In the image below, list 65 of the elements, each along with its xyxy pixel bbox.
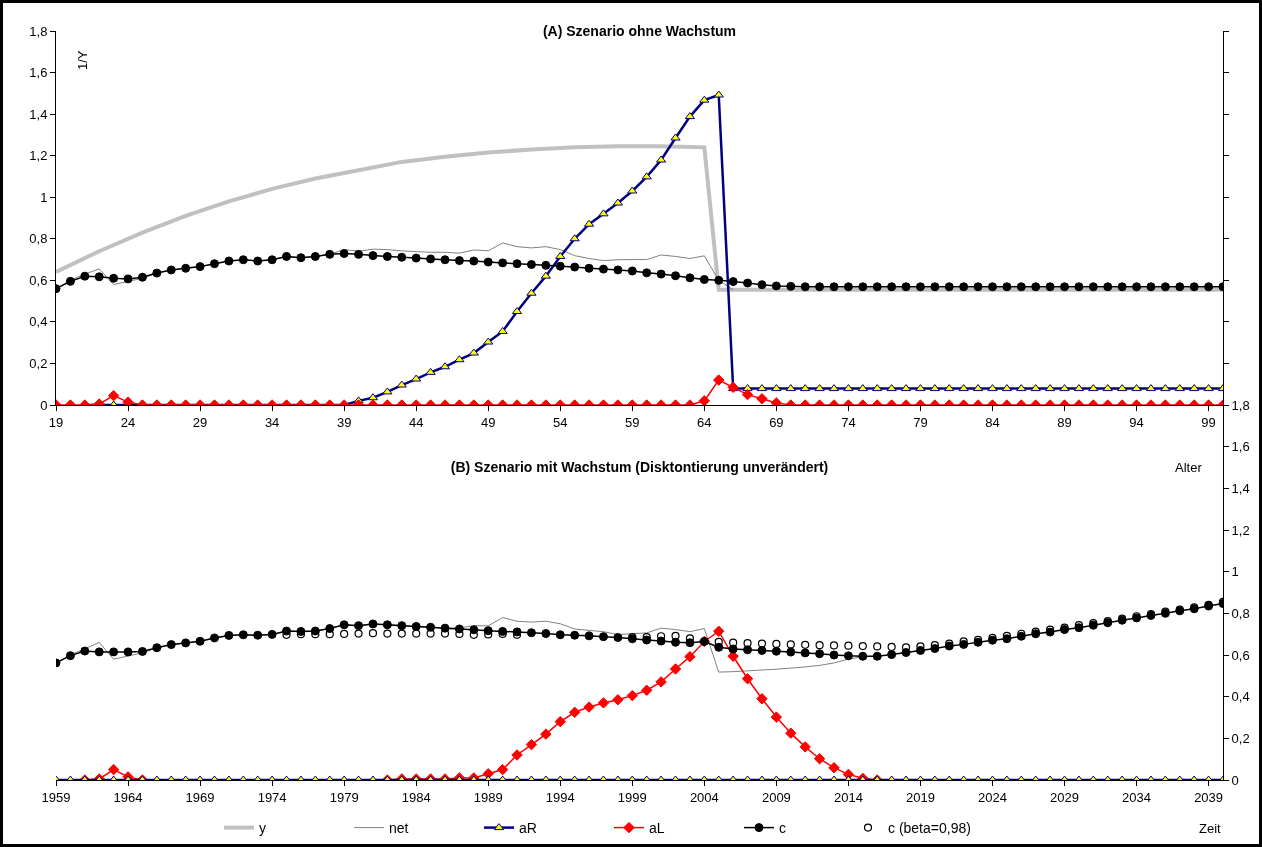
legend-label: c [779, 820, 786, 837]
legend-label: y [259, 820, 266, 837]
x-tick-label: 2004 [689, 789, 719, 805]
y2-tick-label: 1,6 [1231, 439, 1250, 455]
chart-title: (A) Szenario ohne Wachstum [542, 22, 737, 39]
y2-tick-label: 1,2 [1231, 522, 1250, 538]
x-tick-label: 1979 [329, 789, 359, 805]
x-tick-label: 1994 [545, 789, 575, 805]
y-tick-label: 0,2 [29, 355, 48, 371]
x-tick-label: 24 [120, 414, 136, 430]
y-tick-label: 1 [40, 189, 48, 205]
legend-label: aR [519, 820, 537, 837]
x-tick-label: 29 [192, 414, 208, 430]
x-tick-label: 84 [985, 414, 1000, 430]
y-axis-title: 1/Y [75, 50, 90, 70]
legend-label: net [389, 820, 409, 837]
y2-tick-label: 0,2 [1231, 730, 1250, 746]
x-tick-label: 1999 [617, 789, 647, 805]
y-tick-label: 0 [40, 397, 48, 413]
legend-label: aL [649, 820, 665, 837]
x-tick-label: 19 [48, 414, 64, 430]
x-tick-label: 74 [841, 414, 856, 430]
x-tick-label: 1984 [401, 789, 431, 805]
y2-tick-label: 0,6 [1231, 647, 1250, 663]
x-tick-label: 39 [336, 414, 352, 430]
y2-tick-label: 1 [1231, 564, 1239, 580]
x-tick-label: 1964 [113, 789, 143, 805]
x-tick-label: 1969 [185, 789, 215, 805]
y-tick-label: 0,4 [29, 314, 48, 330]
x-tick-label: 2034 [1122, 789, 1152, 805]
x-tick-label: 54 [553, 414, 568, 430]
x-tick-label: 2039 [1194, 789, 1224, 805]
x-axis-title: Alter [1175, 460, 1203, 475]
x-tick-label: 2009 [761, 789, 791, 805]
x-tick-label: 44 [408, 414, 424, 430]
y-tick-label: 1,6 [29, 65, 48, 81]
x-axis-title: Zeit [1199, 821, 1222, 836]
y2-tick-label: 0,8 [1231, 605, 1250, 621]
x-tick-label: 49 [480, 414, 496, 430]
y-tick-label: 0,8 [29, 231, 48, 247]
x-tick-label: 69 [769, 414, 784, 430]
text: (B) Szenario mit Wachstum (Disktontierung unverändert) [450, 458, 829, 475]
x-tick-label: 2029 [1050, 789, 1079, 805]
x-tick-label: 89 [1057, 414, 1072, 430]
x-tick-label: 2014 [833, 789, 863, 805]
y-tick-label: 1,8 [29, 23, 48, 39]
y2-tick-label: 0,4 [1231, 689, 1250, 705]
y-tick-label: 1,4 [29, 106, 48, 122]
x-tick-label: 64 [697, 414, 712, 430]
legend-label: c (beta=0,98) [888, 820, 971, 837]
y-tick-label: 1,2 [29, 148, 48, 164]
y2-tick-label: 0 [1231, 772, 1239, 788]
y-tick-label: 0,6 [29, 272, 48, 288]
x-tick-label: 1959 [41, 789, 71, 805]
x-tick-label: 2019 [905, 789, 935, 805]
x-tick-label: 99 [1201, 414, 1216, 430]
x-tick-label: 79 [913, 414, 928, 430]
x-tick-label: 94 [1129, 414, 1144, 430]
x-tick-label: 34 [264, 414, 280, 430]
x-tick-label: 1989 [473, 789, 503, 805]
x-tick-label: 2024 [978, 789, 1007, 805]
y2-tick-label: 1,4 [1231, 480, 1250, 496]
y2-tick-label: 1,8 [1231, 397, 1250, 413]
x-tick-label: 1974 [257, 789, 287, 805]
x-tick-label: 59 [625, 414, 640, 430]
